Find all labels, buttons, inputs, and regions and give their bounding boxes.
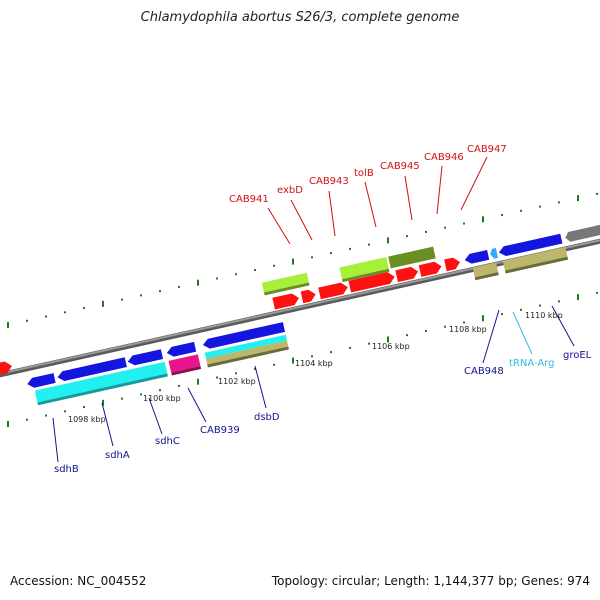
gene-groel-khaki[interactable] xyxy=(502,246,569,274)
gene-label: sdhB xyxy=(54,464,79,475)
gene-sdhc-blue[interactable] xyxy=(127,349,164,366)
scale-label: 1104 kbp xyxy=(295,359,333,368)
gene-label: CAB947 xyxy=(467,144,507,155)
lower-gene-labels: sdhB sdhA sdhC CAB939 dsbD CAB948 tRNA-A… xyxy=(54,350,592,475)
gene-groel-blue[interactable] xyxy=(498,233,563,258)
gene-label: CAB946 xyxy=(424,152,464,163)
gene-cab948-blue[interactable] xyxy=(464,249,490,265)
accession-text: Accession: NC_004552 xyxy=(10,574,147,588)
gene-red-2[interactable] xyxy=(300,288,317,304)
backbone xyxy=(0,238,600,378)
gene-gray-right[interactable] xyxy=(564,222,600,243)
gene-sdh-cyan[interactable] xyxy=(34,361,168,406)
gene-label: CAB943 xyxy=(309,176,349,187)
gene-dsbd-blue[interactable] xyxy=(202,322,286,350)
gene-red-6[interactable] xyxy=(418,260,443,277)
scale-label: 1108 kbp xyxy=(449,325,487,334)
gene-label: sdhA xyxy=(105,450,130,461)
gene-label: CAB941 xyxy=(229,194,269,205)
scale-labels: 1098 kbp 1100 kbp 1102 kbp 1104 kbp 1106… xyxy=(68,311,563,424)
gene-label: CAB939 xyxy=(200,425,240,436)
gene-label: dsbD xyxy=(254,412,280,423)
upper-leader-lines xyxy=(267,156,488,245)
lower-leader-lines xyxy=(52,305,575,463)
gene-olive[interactable] xyxy=(388,246,436,269)
scale-label: 1100 kbp xyxy=(143,394,181,403)
scale-label: 1102 kbp xyxy=(218,377,256,386)
gene-dsbd-cyan[interactable] xyxy=(204,334,289,368)
scale-label: 1106 kbp xyxy=(372,342,410,351)
gene-cab941[interactable] xyxy=(261,272,310,296)
gene-label: CAB945 xyxy=(380,161,420,172)
gene-red-5[interactable] xyxy=(395,266,419,283)
gene-cab948-khaki[interactable] xyxy=(472,262,499,281)
gene-trna-arg[interactable] xyxy=(489,248,499,259)
gene-label: CAB948 xyxy=(464,366,504,377)
upper-gene-labels: CAB941 exbD CAB943 tolB CAB945 CAB946 CA… xyxy=(229,144,507,205)
gene-label: exbD xyxy=(277,185,303,196)
gene-label: groEL xyxy=(563,350,592,361)
gene-label: tRNA-Arg xyxy=(509,358,554,369)
gene-label: sdhC xyxy=(155,436,180,447)
gene-red-7[interactable] xyxy=(444,256,461,272)
gene-features xyxy=(0,222,600,406)
scale-label: 1110 kbp xyxy=(525,311,563,320)
gene-red-1[interactable] xyxy=(272,292,300,310)
tick-row-lower xyxy=(7,291,598,427)
tick-row-upper xyxy=(7,192,598,328)
gene-sdha-blue[interactable] xyxy=(56,357,127,382)
topology-summary: Topology: circular; Length: 1,144,377 bp… xyxy=(271,574,590,588)
gene-cab939-blue[interactable] xyxy=(166,341,197,358)
gene-cab939-magenta[interactable] xyxy=(168,354,202,376)
gene-red-3[interactable] xyxy=(318,281,349,300)
gene-red-4[interactable] xyxy=(348,271,396,293)
gene-red-left[interactable] xyxy=(0,360,13,378)
gene-sdhb-blue[interactable] xyxy=(26,373,56,389)
scale-label: 1098 kbp xyxy=(68,415,106,424)
gene-tolb-lime[interactable] xyxy=(339,257,390,283)
gene-label: tolB xyxy=(354,168,374,179)
map-title: Chlamydophila abortus S26/3, complete ge… xyxy=(140,10,460,25)
